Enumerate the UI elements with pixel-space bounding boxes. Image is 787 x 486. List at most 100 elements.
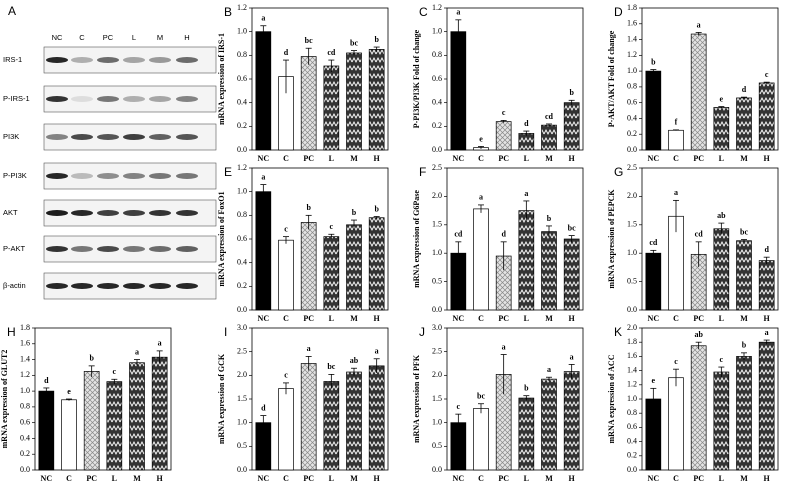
protein-label: P-AKT [3, 244, 26, 253]
plot-frame [641, 7, 779, 151]
y-tick-label: 0.4 [627, 113, 637, 122]
x-tick-label: NC [648, 314, 660, 323]
lane-label: M [157, 33, 163, 42]
panel-label: D [614, 5, 623, 19]
blot-band [46, 210, 68, 216]
y-tick-label: 1.0 [432, 417, 442, 426]
panel-label: H [7, 325, 16, 339]
x-tick-label: H [764, 154, 771, 163]
significance-letter: d [44, 376, 49, 385]
y-tick-label: 1.0 [237, 417, 247, 426]
panel-label: I [224, 325, 227, 339]
panel-label: C [419, 5, 428, 19]
significance-letter: bc [327, 362, 335, 371]
bar [151, 356, 168, 471]
blot-band [176, 57, 198, 63]
bar [563, 238, 580, 311]
y-tick-label: 1.0 [627, 248, 637, 257]
y-tick-label: 2.0 [432, 191, 442, 200]
x-tick-label: M [740, 474, 748, 483]
significance-letter: b [569, 88, 574, 97]
blot-band [176, 283, 198, 289]
x-tick-label: M [350, 474, 358, 483]
significance-letter: e [652, 376, 656, 385]
x-tick-label: C [673, 154, 679, 163]
x-tick-label: L [329, 154, 334, 163]
blot-band [46, 173, 68, 179]
significance-letter: a [570, 352, 574, 361]
y-tick-label: 0.2 [627, 451, 637, 460]
protein-label: AKT [3, 208, 18, 217]
protein-label: P-IRS-1 [3, 94, 30, 103]
x-tick-label: NC [453, 474, 465, 483]
y-tick-label: 2.5 [237, 346, 247, 355]
y-tick-label: 1.8 [627, 3, 637, 12]
y-tick-label: 0.6 [20, 417, 30, 426]
bar [645, 70, 662, 151]
y-axis-label: mRNA expression of G6Pase [412, 190, 421, 288]
significance-letter: c [330, 222, 334, 231]
lane-label: L [132, 33, 136, 42]
x-tick-label: PC [303, 314, 314, 323]
y-axis-label: mRNA expression of GLUT2 [0, 350, 9, 449]
x-tick-label: C [283, 154, 289, 163]
bar [713, 371, 730, 471]
blot-band [149, 173, 171, 179]
y-tick-label: 0.0 [237, 465, 247, 474]
x-tick-label: M [133, 474, 141, 483]
y-tick-label: 0.2 [237, 281, 247, 290]
bar [83, 371, 100, 471]
significance-letter: b [306, 203, 311, 212]
y-tick-label: 0.0 [432, 305, 442, 314]
blot-band [149, 210, 171, 216]
y-tick-label: 0.8 [237, 50, 247, 59]
y-tick-label: 1.2 [237, 163, 247, 172]
blot-band [123, 173, 145, 179]
y-tick-label: 1.8 [627, 337, 637, 346]
x-tick-label: C [283, 314, 289, 323]
bar [758, 260, 775, 311]
bar [713, 107, 730, 151]
y-tick-label: 1.2 [627, 380, 637, 389]
significance-letter: d [524, 119, 529, 128]
significance-letter: b [352, 208, 357, 217]
significance-letter: cd [327, 48, 336, 57]
x-tick-label: C [478, 154, 484, 163]
y-axis-label: mRNA expression of IRS-1 [217, 33, 226, 125]
x-tick-label: M [545, 154, 553, 163]
y-tick-label: 0.4 [20, 433, 30, 442]
significance-letter: a [502, 342, 506, 351]
y-tick-label: 1.6 [20, 339, 30, 348]
bar [300, 56, 317, 151]
significance-letter: d [742, 85, 747, 94]
significance-letter: d [501, 230, 506, 239]
x-tick-label: H [569, 154, 576, 163]
x-tick-label: C [66, 474, 72, 483]
y-tick-label: 2.0 [237, 370, 247, 379]
y-axis-label: mRNA expression of FoxO1 [217, 191, 226, 286]
y-tick-label: 1.0 [432, 26, 442, 35]
y-tick-label: 1.4 [627, 365, 637, 374]
lane-label: H [184, 33, 189, 42]
bar [323, 65, 340, 151]
y-tick-label: 1.2 [432, 3, 442, 12]
plot-frame [641, 327, 779, 471]
significance-letter: d [261, 403, 266, 412]
significance-letter: a [674, 188, 678, 197]
bar [368, 217, 385, 311]
x-tick-label: NC [41, 474, 53, 483]
y-tick-label: 0.0 [237, 145, 247, 154]
significance-letter: ab [350, 356, 359, 365]
significance-letter: c [720, 355, 724, 364]
significance-letter: cd [454, 230, 463, 239]
x-tick-label: NC [453, 154, 465, 163]
blot-band [176, 210, 198, 216]
x-tick-label: NC [258, 314, 270, 323]
x-tick-label: H [764, 474, 771, 483]
panel-label: B [224, 5, 232, 19]
x-tick-label: L [524, 154, 529, 163]
x-tick-label: L [329, 474, 334, 483]
plot-frame [34, 327, 172, 471]
blot-band [149, 246, 171, 252]
protein-label: PI3K [3, 132, 19, 141]
